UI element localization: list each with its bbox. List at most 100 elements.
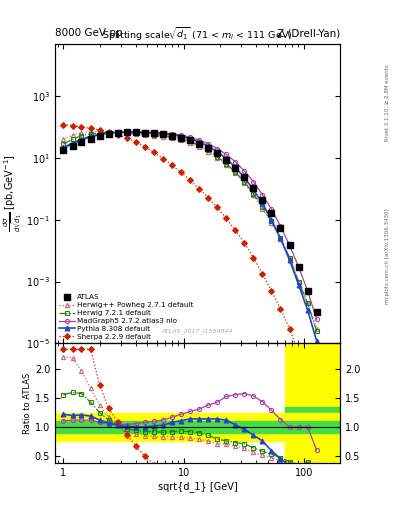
Herwig++ Powheg 2.7.1 default bbox=[106, 129, 111, 135]
Text: Z (Drell-Yan): Z (Drell-Yan) bbox=[277, 28, 340, 38]
MadGraph5 2.7.2.atlas3 nlo bbox=[88, 134, 93, 140]
Sherpa 2.2.9 default bbox=[188, 177, 193, 183]
Line: Pythia 8.308 default: Pythia 8.308 default bbox=[61, 130, 319, 344]
Pythia 8.308 default bbox=[242, 175, 247, 181]
Herwig 7.2.1 default bbox=[116, 129, 120, 135]
Herwig++ Powheg 2.7.1 default bbox=[260, 205, 265, 211]
MadGraph5 2.7.2.atlas3 nlo bbox=[224, 151, 229, 157]
Pythia 8.308 default bbox=[106, 130, 111, 136]
Pythia 8.308 default bbox=[88, 133, 93, 139]
Herwig 7.2.1 default bbox=[251, 190, 256, 197]
ATLAS bbox=[88, 136, 93, 142]
MadGraph5 2.7.2.atlas3 nlo bbox=[70, 141, 75, 147]
Sherpa 2.2.9 default bbox=[251, 254, 256, 261]
Pythia 8.308 default bbox=[170, 132, 174, 138]
Pythia 8.308 default bbox=[251, 186, 256, 193]
Y-axis label: Ratio to ATLAS: Ratio to ATLAS bbox=[23, 373, 32, 434]
Herwig 7.2.1 default bbox=[269, 218, 274, 224]
Pythia 8.308 default bbox=[278, 236, 283, 242]
Herwig 7.2.1 default bbox=[179, 136, 184, 142]
Herwig++ Powheg 2.7.1 default bbox=[305, 300, 310, 306]
Pythia 8.308 default bbox=[179, 133, 184, 139]
Pythia 8.308 default bbox=[314, 338, 319, 344]
Herwig 7.2.1 default bbox=[296, 279, 301, 285]
ATLAS bbox=[143, 130, 147, 136]
Herwig++ Powheg 2.7.1 default bbox=[242, 180, 247, 186]
Pythia 8.308 default bbox=[161, 131, 165, 137]
ATLAS bbox=[197, 140, 202, 146]
Pythia 8.308 default bbox=[260, 200, 265, 206]
Legend: ATLAS, Herwig++ Powheg 2.7.1 default, Herwig 7.2.1 default, MadGraph5 2.7.2.atla: ATLAS, Herwig++ Powheg 2.7.1 default, He… bbox=[57, 292, 196, 342]
Herwig++ Powheg 2.7.1 default bbox=[179, 137, 184, 143]
Title: Splitting scale$\sqrt{d_1}$ (71 < $m_l$ < 111 GeV): Splitting scale$\sqrt{d_1}$ (71 < $m_l$ … bbox=[102, 26, 293, 44]
Herwig++ Powheg 2.7.1 default bbox=[124, 130, 129, 136]
Herwig 7.2.1 default bbox=[260, 204, 265, 210]
Sherpa 2.2.9 default bbox=[215, 204, 220, 210]
Herwig++ Powheg 2.7.1 default bbox=[197, 144, 202, 150]
Text: 8000 GeV pp: 8000 GeV pp bbox=[55, 28, 123, 38]
Sherpa 2.2.9 default bbox=[106, 129, 111, 135]
Herwig 7.2.1 default bbox=[287, 254, 292, 261]
Herwig++ Powheg 2.7.1 default bbox=[206, 148, 211, 155]
Pythia 8.308 default bbox=[97, 131, 102, 137]
ATLAS bbox=[188, 137, 193, 143]
Herwig 7.2.1 default bbox=[278, 234, 283, 241]
Text: Rivet 3.1.10, ≥ 2.8M events: Rivet 3.1.10, ≥ 2.8M events bbox=[385, 64, 389, 141]
Herwig 7.2.1 default bbox=[170, 134, 174, 140]
Sherpa 2.2.9 default bbox=[97, 127, 102, 133]
ATLAS bbox=[269, 209, 274, 216]
Herwig++ Powheg 2.7.1 default bbox=[170, 135, 174, 141]
ATLAS bbox=[242, 174, 247, 180]
MadGraph5 2.7.2.atlas3 nlo bbox=[179, 132, 184, 138]
Herwig++ Powheg 2.7.1 default bbox=[251, 192, 256, 198]
MadGraph5 2.7.2.atlas3 nlo bbox=[143, 129, 147, 135]
Sherpa 2.2.9 default bbox=[61, 121, 66, 127]
Herwig 7.2.1 default bbox=[97, 130, 102, 136]
Herwig++ Powheg 2.7.1 default bbox=[269, 220, 274, 226]
Sherpa 2.2.9 default bbox=[224, 216, 229, 222]
MadGraph5 2.7.2.atlas3 nlo bbox=[206, 140, 211, 146]
Sherpa 2.2.9 default bbox=[143, 144, 147, 150]
MadGraph5 2.7.2.atlas3 nlo bbox=[116, 129, 120, 135]
Herwig 7.2.1 default bbox=[106, 129, 111, 135]
Sherpa 2.2.9 default bbox=[242, 240, 247, 246]
Herwig 7.2.1 default bbox=[70, 136, 75, 142]
Herwig++ Powheg 2.7.1 default bbox=[224, 162, 229, 168]
Pythia 8.308 default bbox=[79, 136, 84, 142]
ATLAS bbox=[116, 130, 120, 136]
MadGraph5 2.7.2.atlas3 nlo bbox=[61, 145, 66, 152]
Herwig++ Powheg 2.7.1 default bbox=[161, 134, 165, 140]
ATLAS bbox=[224, 157, 229, 163]
Sherpa 2.2.9 default bbox=[70, 122, 75, 129]
MadGraph5 2.7.2.atlas3 nlo bbox=[197, 137, 202, 143]
Line: Herwig 7.2.1 default: Herwig 7.2.1 default bbox=[61, 130, 319, 333]
Line: Herwig++ Powheg 2.7.1 default: Herwig++ Powheg 2.7.1 default bbox=[61, 130, 319, 331]
MadGraph5 2.7.2.atlas3 nlo bbox=[79, 137, 84, 143]
ATLAS bbox=[152, 131, 156, 137]
ATLAS bbox=[215, 151, 220, 157]
ATLAS bbox=[305, 288, 310, 294]
Herwig++ Powheg 2.7.1 default bbox=[88, 129, 93, 135]
Text: mcplots.cern.ch [arXiv:1306.3436]: mcplots.cern.ch [arXiv:1306.3436] bbox=[385, 208, 389, 304]
MadGraph5 2.7.2.atlas3 nlo bbox=[124, 129, 129, 135]
MadGraph5 2.7.2.atlas3 nlo bbox=[260, 191, 265, 198]
MadGraph5 2.7.2.atlas3 nlo bbox=[233, 159, 238, 165]
ATLAS bbox=[134, 129, 138, 135]
MadGraph5 2.7.2.atlas3 nlo bbox=[170, 131, 174, 137]
ATLAS bbox=[124, 129, 129, 135]
ATLAS bbox=[314, 309, 319, 315]
Herwig 7.2.1 default bbox=[152, 132, 156, 138]
Pythia 8.308 default bbox=[269, 217, 274, 223]
MadGraph5 2.7.2.atlas3 nlo bbox=[161, 130, 165, 136]
ATLAS bbox=[206, 145, 211, 151]
MadGraph5 2.7.2.atlas3 nlo bbox=[278, 223, 283, 229]
Pythia 8.308 default bbox=[124, 129, 129, 135]
Herwig++ Powheg 2.7.1 default bbox=[116, 129, 120, 135]
Pythia 8.308 default bbox=[116, 129, 120, 135]
Sherpa 2.2.9 default bbox=[269, 288, 274, 294]
Text: ATLAS_2017_I1589844: ATLAS_2017_I1589844 bbox=[162, 329, 233, 334]
MadGraph5 2.7.2.atlas3 nlo bbox=[305, 288, 310, 294]
ATLAS bbox=[79, 139, 84, 145]
Herwig 7.2.1 default bbox=[188, 138, 193, 144]
Herwig++ Powheg 2.7.1 default bbox=[79, 130, 84, 136]
